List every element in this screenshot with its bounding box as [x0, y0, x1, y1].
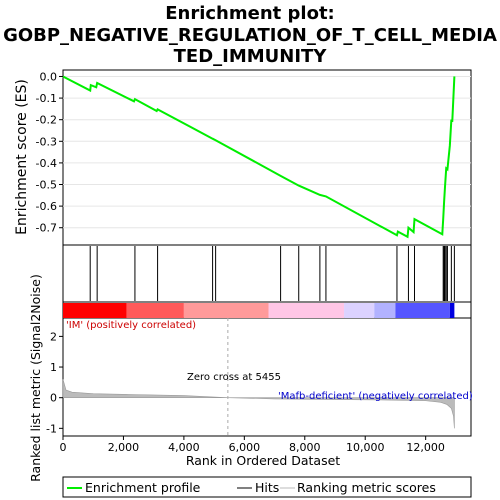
- xlabel: Rank in Ordered Dataset: [186, 453, 340, 468]
- heatmap-segment: [268, 303, 345, 318]
- es-ylabel: Enrichment score (ES): [14, 79, 30, 235]
- es-y-tick-label: 0.0: [40, 70, 58, 83]
- hit-marks: [89, 246, 455, 301]
- es-y-tick-label: -0.1: [36, 92, 57, 105]
- x-tick-label: 10,000: [346, 441, 385, 454]
- heatmap-segment: [126, 303, 184, 318]
- heatmap-segment: [183, 303, 269, 318]
- heatmap-segment: [344, 303, 375, 318]
- x-ticks: 0 2,000 4,000 6,000 8,000 10,000 12,000: [60, 436, 445, 454]
- x-tick-label: 8,000: [289, 441, 321, 454]
- es-profile-line: [62, 75, 456, 239]
- es-panel-gridlines: [63, 75, 471, 229]
- es-y-tick-label: -0.2: [36, 114, 57, 127]
- es-y-tick-label: -0.7: [36, 222, 57, 235]
- title-line-1: Enrichment plot:: [165, 3, 335, 24]
- metric-y-ticks: 2 1 0 -1: [46, 330, 63, 435]
- heatmap-segment: [63, 303, 127, 318]
- metric-y-tick-label: -1: [46, 422, 57, 435]
- negative-label: 'Mafb-deficient' (negatively correlated): [278, 391, 473, 402]
- legend-profile-label: Enrichment profile: [85, 480, 201, 495]
- x-tick-label: 6,000: [229, 441, 261, 454]
- es-y-tick-label: -0.4: [36, 157, 57, 170]
- heatmap-bar: [63, 303, 455, 318]
- es-y-ticks: 0.0 -0.1 -0.2 -0.3 -0.4 -0.5 -0.6 -0.7: [36, 70, 63, 235]
- legend-box: [62, 476, 472, 498]
- metric-area: [62, 318, 455, 436]
- positive-label: 'IM' (positively correlated): [66, 320, 196, 331]
- heatmap-segment: [374, 303, 396, 318]
- metric-y-tick-label: 2: [50, 330, 57, 343]
- heatmap-segment: [395, 303, 450, 318]
- x-tick-label: 2,000: [108, 441, 140, 454]
- metric-y-tick-label: 0: [50, 392, 57, 405]
- x-tick-label: 0: [60, 441, 67, 454]
- metric-y-tick-label: 1: [50, 361, 57, 374]
- x-tick-label: 4,000: [168, 441, 200, 454]
- title-line-3: TED_IMMUNITY: [174, 46, 328, 67]
- legend-metric-label: Ranking metric scores: [297, 480, 436, 495]
- hits-panel-frame: [62, 244, 472, 303]
- x-tick-label: 12,000: [406, 441, 445, 454]
- es-y-tick-label: -0.6: [36, 200, 57, 213]
- metric-area-shape: [62, 379, 455, 429]
- es-y-tick-label: -0.5: [36, 179, 57, 192]
- es-y-tick-label: -0.3: [36, 135, 57, 148]
- es-line-layer: [62, 75, 456, 239]
- heatmap-segment: [449, 303, 455, 318]
- zero-cross-label: Zero cross at 5455: [187, 372, 281, 383]
- legend-hits-label: Hits: [255, 480, 279, 495]
- metric-ylabel: Ranked list metric (Signal2Noise): [28, 274, 43, 482]
- title-line-2: GOBP_NEGATIVE_REGULATION_OF_T_CELL_MEDIA: [3, 25, 497, 46]
